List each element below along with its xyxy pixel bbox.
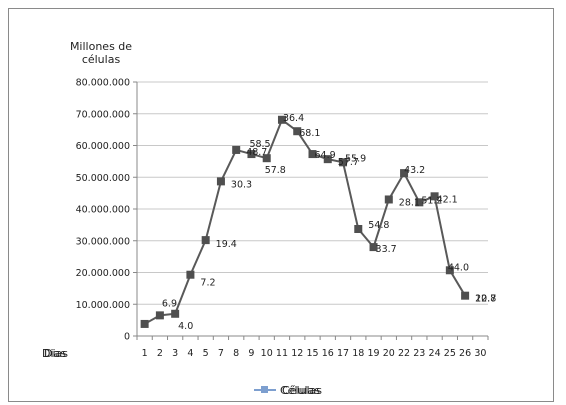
x-tick-label: 20 — [383, 348, 395, 359]
data-label: 7.2 — [200, 278, 215, 289]
y-tick-label: 0 — [124, 332, 130, 343]
y-tick-label: 40.000.000 — [76, 205, 130, 216]
data-point — [186, 270, 195, 279]
data-label: 58.5 — [249, 139, 270, 150]
data-label: 48.7 — [246, 147, 267, 158]
data-point — [232, 145, 241, 154]
data-label: 36.4 — [283, 113, 304, 124]
data-point — [354, 225, 363, 234]
data-label: 30.3 — [231, 179, 252, 190]
data-label: 6.9 — [162, 298, 177, 309]
x-tick-labels: 1 2 3 4 5 7 8 9 10 11 12 15 16 17 18 19 20 22 23 24 25 26 30 — [142, 348, 487, 359]
y-tick-label: 80.000.000 — [76, 78, 130, 89]
data-point — [339, 158, 348, 167]
y-tick-label: 30.000.000 — [76, 236, 130, 247]
data-label: 33.7 — [376, 244, 397, 255]
data-label: 57.8 — [265, 165, 286, 176]
x-tick-label: 22 — [398, 348, 410, 359]
data-point — [308, 150, 317, 159]
data-label: 43.2 — [404, 165, 425, 176]
data-point — [369, 243, 378, 252]
data-point — [171, 309, 180, 318]
x-tick-label: 18 — [352, 348, 364, 359]
x-tick-label: 1 — [142, 348, 148, 359]
data-point — [216, 177, 225, 186]
legend: Células Células — [254, 384, 322, 397]
data-label: 64.9 — [315, 150, 336, 161]
data-label: 55.9 — [345, 153, 366, 164]
data-label: 12.7 — [475, 294, 496, 305]
data-point — [262, 154, 271, 163]
x-tick-label: 23 — [413, 348, 425, 359]
x-tick-label: 7 — [218, 348, 224, 359]
x-tick-label: 30 — [474, 348, 486, 359]
x-axis-title-overlap: Dias — [44, 347, 68, 360]
data-point — [155, 311, 164, 320]
x-tick-label: 8 — [233, 348, 239, 359]
x-tick-label: 4 — [187, 348, 193, 359]
data-point — [415, 198, 424, 207]
data-label: 57.7 — [338, 157, 359, 168]
data-point — [277, 115, 286, 124]
data-label: 4.0 — [178, 321, 193, 332]
x-tick-label: 19 — [367, 348, 379, 359]
x-tick-label: 3 — [172, 348, 178, 359]
data-point — [323, 155, 332, 164]
data-point — [430, 192, 439, 201]
x-tick-label: 17 — [337, 348, 349, 359]
data-label: 68.1 — [299, 128, 320, 139]
x-tick-label: 24 — [429, 348, 441, 359]
x-tick-label: 15 — [306, 348, 318, 359]
data-point — [293, 127, 302, 136]
x-tick-label: 11 — [276, 348, 288, 359]
y-tick-label: 50.000.000 — [76, 173, 130, 184]
data-label: 54.8 — [368, 220, 389, 231]
x-tick-label: 25 — [444, 348, 456, 359]
x-tick-label: 10 — [261, 348, 273, 359]
x-tick-label: 16 — [322, 348, 334, 359]
data-point — [445, 266, 454, 275]
data-label: 44.0 — [448, 262, 469, 273]
gridlines — [137, 81, 488, 305]
legend-swatch — [254, 385, 276, 395]
data-label: 28.1 — [399, 197, 420, 208]
y-tick-label: 10.000.000 — [76, 300, 130, 311]
y-tick-label: 20.000.000 — [76, 268, 130, 279]
data-label: 51.2 — [421, 195, 442, 206]
data-point — [461, 291, 470, 300]
y-tick-label: 70.000.000 — [76, 109, 130, 120]
data-point — [140, 319, 149, 328]
data-labels: 6.9 4.0 7.2 19.4 30.3 48.758.5 57.8 36.4 68.1 64.… — [162, 113, 496, 332]
data-label: 20.8 — [475, 294, 496, 305]
series-line — [144, 118, 466, 325]
x-tick-label: 9 — [248, 348, 254, 359]
x-tick-label: 26 — [459, 348, 471, 359]
x-tick-label: 5 — [203, 348, 209, 359]
data-point — [201, 236, 210, 245]
x-axis-title: Dias — [42, 347, 66, 360]
data-label: 42.1 — [437, 194, 458, 205]
y-tick-labels: 0 10.000.000 20.000.000 30.000.000 40.000.00… — [76, 78, 130, 343]
legend-label-overlap: Células — [282, 384, 323, 397]
y-axis-title: Millones de células — [69, 40, 133, 66]
legend-label: Células — [280, 384, 321, 397]
series-celulas — [140, 115, 470, 328]
x-tick-label: 12 — [291, 348, 303, 359]
data-point — [384, 195, 393, 204]
axes — [133, 81, 489, 340]
data-label: 19.4 — [216, 239, 237, 250]
data-point — [400, 169, 409, 178]
data-point — [247, 150, 256, 159]
y-tick-label: 60.000.000 — [76, 141, 130, 152]
x-tick-label: 2 — [157, 348, 163, 359]
